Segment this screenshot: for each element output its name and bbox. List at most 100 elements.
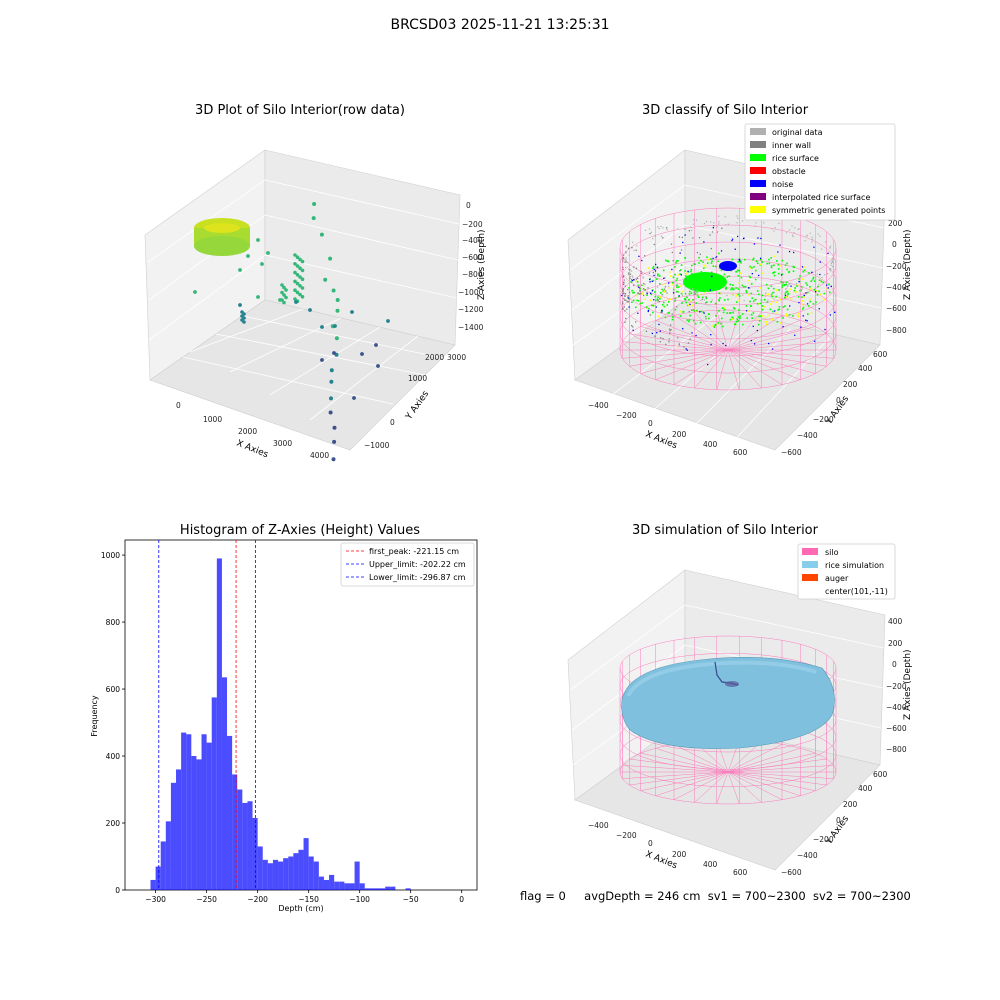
hist-bar — [390, 886, 396, 890]
point — [756, 290, 759, 292]
hist-bar — [227, 735, 233, 890]
point — [627, 273, 630, 276]
hist-bar — [313, 861, 319, 890]
point — [785, 288, 787, 290]
hist-bar — [329, 874, 335, 890]
point — [638, 284, 640, 286]
point — [633, 279, 635, 281]
point — [690, 292, 693, 294]
point — [785, 281, 788, 284]
point — [641, 284, 643, 287]
point — [678, 295, 680, 297]
point — [748, 275, 751, 278]
point — [813, 280, 816, 282]
point — [782, 306, 785, 308]
point — [750, 313, 753, 316]
point — [784, 296, 786, 299]
point — [792, 315, 794, 317]
point — [720, 250, 723, 252]
point — [653, 268, 655, 270]
point — [690, 226, 692, 228]
point — [731, 318, 734, 320]
point — [763, 306, 765, 308]
point — [717, 260, 719, 263]
point — [819, 235, 821, 237]
wire-spoke — [727, 771, 783, 800]
noise-cluster — [719, 261, 737, 271]
point — [647, 267, 650, 269]
point — [639, 290, 641, 292]
point — [675, 291, 677, 293]
point — [706, 301, 708, 303]
point — [678, 344, 680, 346]
point — [773, 274, 776, 277]
p1-ztick-7: −1400 — [458, 323, 484, 332]
point — [723, 308, 726, 311]
point — [817, 233, 819, 235]
point — [727, 298, 729, 301]
hist-bar — [160, 841, 166, 890]
wire-spoke — [640, 771, 729, 792]
point — [635, 321, 637, 323]
point — [804, 240, 806, 242]
p4-xtick-1: −200 — [616, 831, 637, 840]
point — [713, 222, 715, 224]
hist-bar — [216, 558, 222, 890]
point — [692, 304, 694, 307]
point — [628, 306, 630, 308]
point — [698, 256, 700, 259]
point — [792, 235, 794, 238]
wire-spoke — [727, 747, 801, 773]
point — [704, 296, 707, 298]
point — [637, 292, 639, 294]
hist-xtick-label: −200 — [247, 895, 268, 904]
point — [829, 245, 832, 247]
point — [733, 323, 736, 325]
point — [801, 296, 803, 298]
point — [622, 293, 624, 295]
p2-ztick-2: −200 — [886, 262, 907, 271]
point — [812, 276, 815, 279]
point — [793, 232, 795, 234]
point — [694, 293, 697, 295]
p2-xtick-3: 200 — [672, 430, 687, 439]
point — [702, 311, 705, 313]
point — [787, 293, 789, 296]
point — [624, 295, 626, 297]
point — [801, 266, 804, 268]
point — [694, 322, 697, 325]
point — [700, 259, 702, 262]
point — [765, 321, 768, 323]
point — [703, 312, 705, 314]
point — [712, 227, 714, 229]
scatter-point — [298, 275, 302, 279]
point — [658, 228, 660, 230]
point — [667, 285, 670, 287]
point — [662, 338, 664, 340]
point — [782, 281, 785, 284]
point — [648, 272, 651, 274]
point — [811, 271, 813, 273]
point — [735, 270, 737, 273]
point — [663, 288, 666, 290]
point — [810, 280, 813, 282]
point — [636, 299, 638, 302]
point — [720, 269, 723, 271]
point — [796, 285, 798, 287]
scatter-point — [238, 303, 242, 307]
point — [695, 290, 697, 293]
point — [771, 348, 774, 350]
point — [644, 283, 646, 286]
point — [771, 295, 773, 298]
p2-ytick-1: −400 — [797, 431, 818, 440]
point — [656, 266, 659, 269]
legend-label: interpolated rice surface — [772, 193, 870, 202]
point — [666, 304, 669, 306]
point — [676, 286, 678, 289]
wire-spoke — [727, 326, 816, 351]
p1-ytick-1: 0 — [390, 418, 395, 427]
point — [710, 276, 712, 278]
legend-swatch — [750, 141, 766, 148]
point — [686, 296, 688, 299]
point — [646, 292, 648, 295]
